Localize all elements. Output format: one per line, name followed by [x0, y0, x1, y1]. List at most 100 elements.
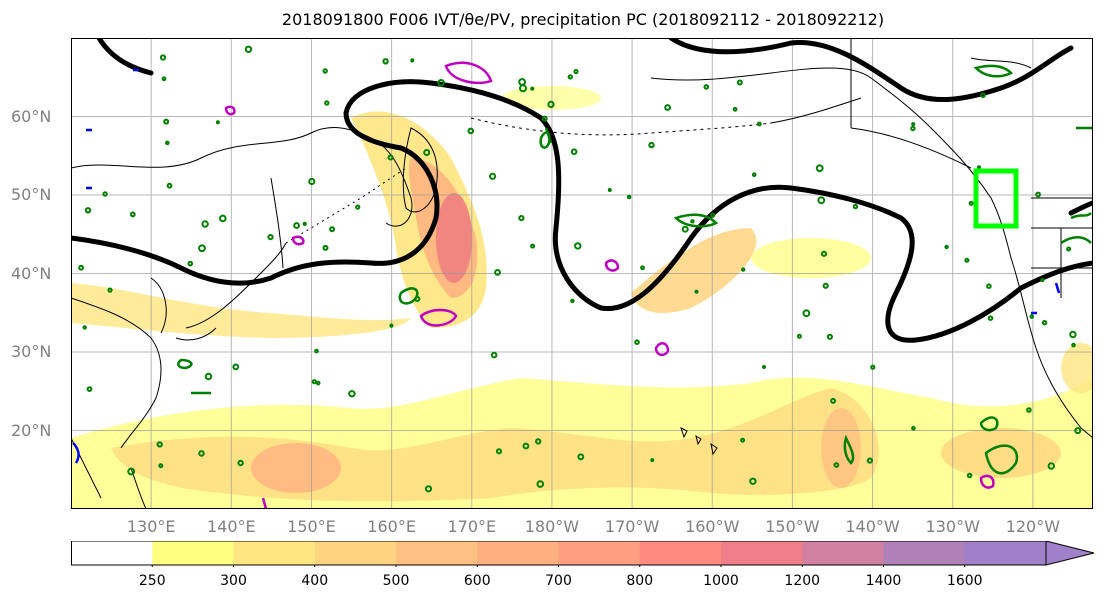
pv-dot	[489, 172, 497, 180]
pv-dot	[822, 282, 829, 289]
pv-dot	[751, 172, 757, 177]
pv-dot	[329, 226, 336, 233]
pv-dot	[664, 104, 671, 111]
pv-dot	[322, 244, 329, 251]
pv-dot	[129, 211, 136, 218]
pv-dot	[1047, 462, 1055, 470]
pv-dot	[796, 333, 802, 339]
pv-dot	[1071, 342, 1076, 348]
pv-dot	[82, 325, 87, 330]
pv-dot	[573, 68, 579, 75]
pv-dot	[968, 200, 974, 206]
lon-label: 130°W	[925, 517, 980, 536]
pv-dot	[166, 182, 173, 189]
pv-dot	[1074, 427, 1082, 435]
figure-title: 2018091800 F006 IVT/θe/PV, precipitation…	[281, 10, 885, 29]
pv-dot	[756, 121, 762, 127]
pv-dot	[293, 222, 301, 229]
pv-dot	[966, 472, 973, 479]
pv-dot	[607, 188, 612, 192]
pv-dot	[215, 120, 220, 125]
pv-dot	[535, 438, 542, 445]
colorbar-segment	[558, 541, 641, 565]
lon-label: 150°E	[287, 517, 336, 536]
pv-dot	[740, 437, 746, 443]
colorbar-tick-label: 700	[545, 573, 572, 589]
pv-dot	[648, 141, 655, 149]
pv-dot	[866, 457, 874, 464]
lon-label: 150°W	[765, 517, 820, 536]
pv-negative-contours	[224, 61, 995, 509]
colorbar-tick-label: 1200	[784, 573, 821, 589]
colorbar-segment	[964, 541, 1047, 565]
pv-dot	[244, 45, 253, 54]
pv-dot	[830, 397, 837, 404]
colorbar-tick-label: 600	[463, 573, 491, 589]
colorbar-segment	[639, 541, 722, 565]
pv-dot	[577, 453, 585, 461]
pv-dot	[86, 386, 93, 393]
map-canvas	[71, 38, 1093, 509]
pv-dot	[204, 372, 213, 381]
pv-dot	[634, 339, 640, 346]
pv-dot	[165, 140, 170, 146]
pv-dot	[681, 225, 689, 233]
colorbar-tick-label: 1400	[865, 573, 902, 589]
pv-dot	[107, 287, 113, 293]
pv-small-contours	[78, 45, 1082, 493]
pv-dot	[522, 442, 530, 450]
pv-dot	[437, 79, 445, 87]
pv-dot	[127, 467, 136, 476]
pv-dot	[314, 348, 319, 354]
map-panel: 20°N 30°N 40°N 50°N 60°N 130°E 140°E 150°E 160°…	[11, 38, 1093, 536]
colorbar-segment	[477, 541, 559, 565]
pv-dot	[518, 78, 527, 86]
colorbar-extend-arrow	[1045, 540, 1095, 566]
colorbar-segment	[152, 541, 234, 565]
pv-dot	[267, 234, 274, 241]
pv-dot	[219, 214, 227, 223]
pv-dot	[547, 100, 555, 109]
pv-dot	[163, 118, 170, 125]
map-gridlines	[71, 38, 1093, 509]
coastlines	[71, 38, 1093, 509]
lon-label: 180°W	[524, 517, 580, 536]
pv-dot	[311, 379, 317, 385]
pv-dot	[490, 351, 498, 359]
pv-dot	[201, 220, 209, 228]
pv-dot	[102, 191, 108, 197]
pv-dot	[198, 244, 206, 253]
pv-dot	[1029, 314, 1035, 319]
lat-label: 60°N	[11, 106, 52, 126]
colorbar-tick-label: 500	[382, 573, 410, 589]
pv-dot	[570, 148, 578, 155]
colorbar-segment	[883, 541, 966, 565]
lon-label: 120°W	[1005, 517, 1061, 536]
blue-contours	[72, 68, 1061, 464]
pv-dot	[944, 244, 949, 250]
colorbar-segment	[802, 541, 884, 565]
colorbar-segment	[721, 541, 803, 565]
pv-dot	[322, 68, 328, 74]
pv-dot	[159, 54, 167, 61]
pv-dot	[736, 79, 743, 86]
pv-dot	[494, 269, 501, 276]
pv-dot	[237, 459, 244, 467]
lon-label: 170°E	[447, 517, 497, 536]
pv-dot	[541, 115, 548, 122]
pv-dot	[574, 242, 582, 250]
pv-dot	[820, 250, 828, 257]
pv-dot	[414, 295, 421, 302]
colorbar-tick-label: 800	[626, 573, 654, 589]
lon-label: 140°E	[206, 517, 256, 536]
colorbar-segment	[233, 541, 316, 565]
pv-dot	[423, 149, 431, 156]
colorbar-segment	[314, 541, 397, 565]
pv-dot	[852, 203, 859, 210]
pv-dot	[987, 315, 994, 322]
pv-dot	[817, 196, 826, 205]
colorbar-segment	[71, 541, 153, 565]
colorbar-tick-label: 400	[301, 573, 329, 589]
lat-label: 40°N	[11, 263, 52, 283]
pv-dot	[536, 480, 545, 488]
